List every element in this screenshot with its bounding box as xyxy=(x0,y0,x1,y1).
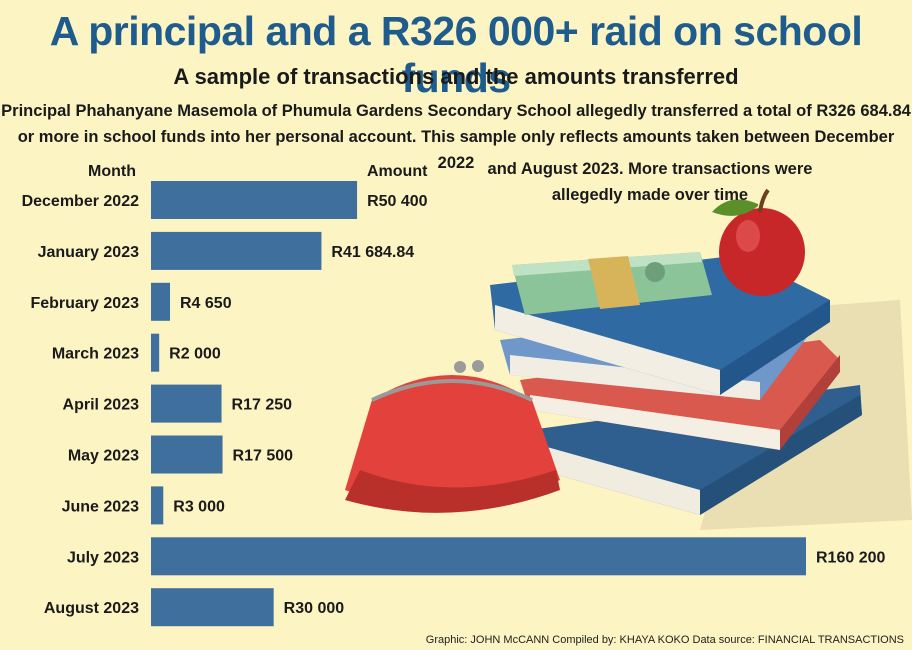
bar xyxy=(151,333,160,372)
category-label: December 2022 xyxy=(22,193,140,210)
value-label: R17 500 xyxy=(233,448,294,465)
column-header-amount: Amount xyxy=(367,163,428,180)
value-label: R3 000 xyxy=(173,498,225,515)
category-label: February 2023 xyxy=(30,295,139,312)
category-label: January 2023 xyxy=(38,244,140,261)
books-icon xyxy=(490,255,862,515)
category-label: July 2023 xyxy=(67,549,139,566)
category-label: April 2023 xyxy=(63,397,140,414)
category-label: March 2023 xyxy=(52,346,139,363)
description-line: Principal Phahanyane Masemola of Phumula… xyxy=(1,102,911,120)
value-label: R41 684.84 xyxy=(331,244,414,261)
bar xyxy=(151,435,223,474)
value-label: R17 250 xyxy=(232,397,293,414)
bar xyxy=(151,181,358,219)
category-label: May 2023 xyxy=(68,448,139,465)
illustration xyxy=(345,188,912,530)
bar xyxy=(151,231,322,270)
description-line: or more in school funds into her persona… xyxy=(17,128,895,172)
page-title: A principal and a R326 000+ raid on scho… xyxy=(49,8,863,101)
credits: Graphic: JOHN McCANN Compiled by: KHAYA … xyxy=(425,634,904,646)
bar xyxy=(151,537,806,576)
description: Principal Phahanyane Masemola of Phumula… xyxy=(0,98,912,176)
bar xyxy=(151,486,164,525)
description-continued: and August 2023. More transactions were … xyxy=(440,156,860,208)
bar xyxy=(151,588,274,627)
bar xyxy=(151,384,222,423)
category-label: August 2023 xyxy=(44,600,139,617)
bar xyxy=(151,282,171,321)
value-label: R160 200 xyxy=(816,549,885,566)
description-line: allegedly made over time xyxy=(551,186,749,204)
apple-icon xyxy=(712,188,805,296)
column-header-month: Month xyxy=(88,163,136,180)
value-label: R2 000 xyxy=(169,346,221,363)
page-subtitle: A sample of transactions and the amounts… xyxy=(173,64,739,89)
category-label: June 2023 xyxy=(62,498,139,515)
purse-icon xyxy=(345,360,560,513)
description-line: and August 2023. More transactions were xyxy=(487,160,813,178)
value-label: R4 650 xyxy=(180,295,232,312)
bar-group: December 2022 R50 400 January 2023 R41 684.… xyxy=(22,181,885,627)
banknotes-icon xyxy=(512,252,712,315)
value-label: R30 000 xyxy=(284,600,345,617)
value-label: R50 400 xyxy=(367,193,428,210)
